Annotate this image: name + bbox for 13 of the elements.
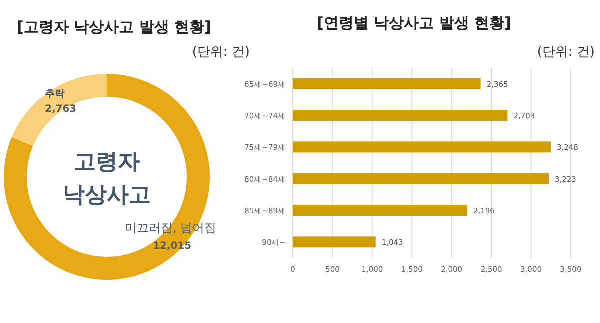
chart-title: [연령별 낙상사고 발생 현황] bbox=[317, 14, 512, 32]
chart-title: [고령자 낙상사고 발생 현황] bbox=[17, 18, 212, 36]
bar bbox=[293, 173, 549, 184]
donut-slice bbox=[12, 74, 107, 146]
chart-subtitle: (단위: 건) bbox=[537, 45, 595, 60]
bar bbox=[293, 236, 376, 248]
slice-label: 추락 bbox=[45, 89, 65, 100]
chart-subtitle: (단위: 건) bbox=[192, 45, 250, 60]
bar bbox=[293, 205, 468, 216]
text: 고령자 낙상사고 bbox=[63, 150, 151, 208]
bar bbox=[293, 110, 508, 121]
bar bbox=[293, 142, 551, 153]
bar bbox=[293, 78, 481, 90]
